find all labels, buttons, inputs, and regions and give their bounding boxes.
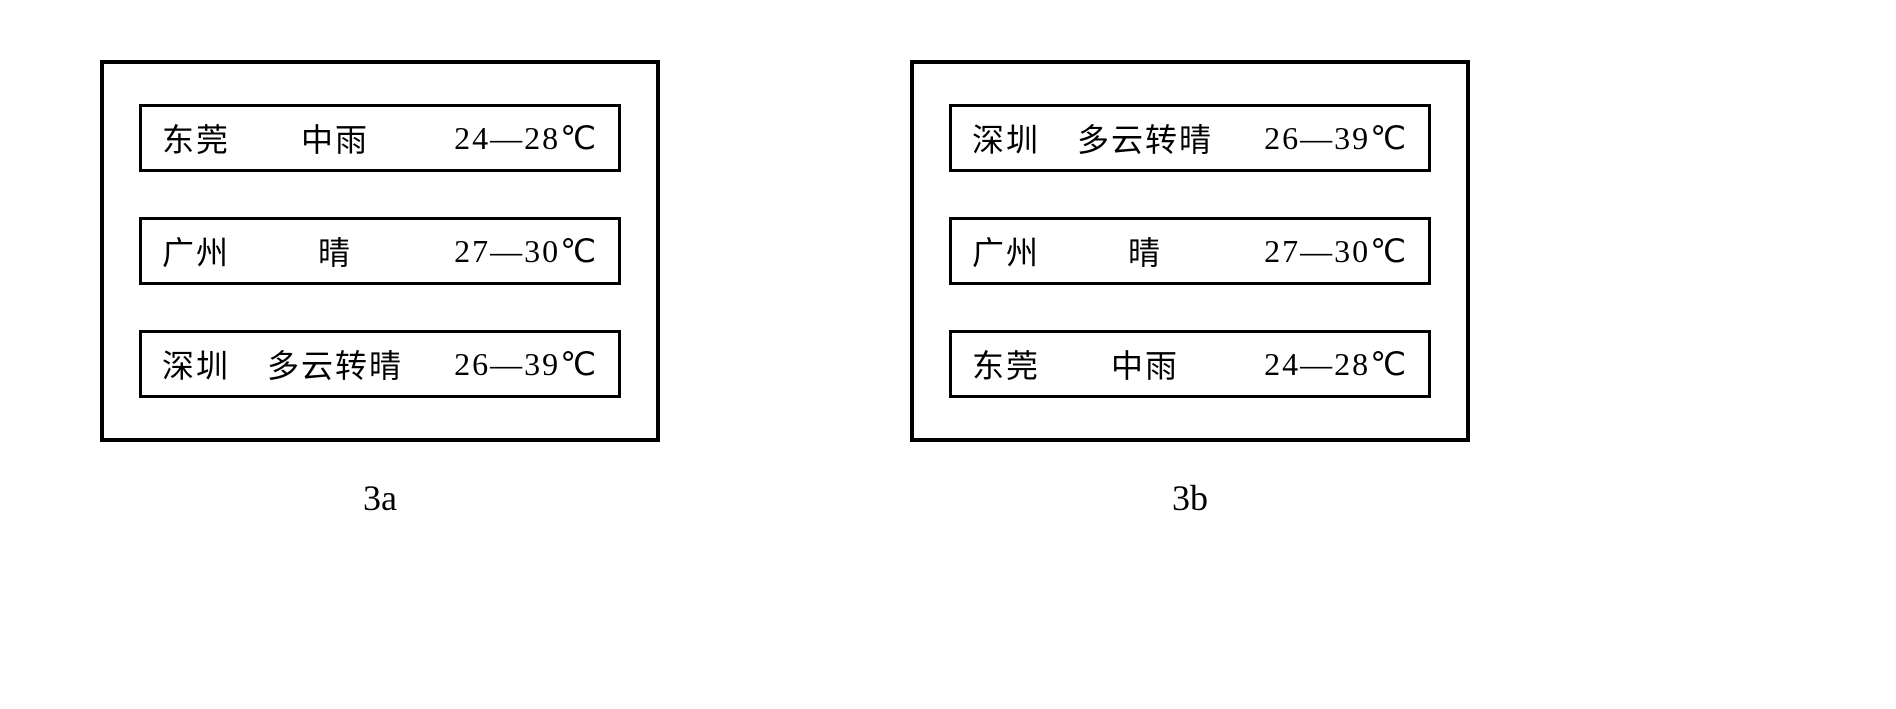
weather-cell: 晴 bbox=[242, 228, 428, 274]
panel-caption: 3b bbox=[1172, 477, 1208, 519]
weather-cell: 中雨 bbox=[242, 115, 428, 161]
panel-group-3a: 东莞 中雨 24—28℃ 广州 晴 27—30℃ 深圳 多云转晴 26—39℃ … bbox=[100, 60, 660, 519]
temp-cell: 27—30℃ bbox=[428, 232, 598, 270]
city-cell: 深圳 bbox=[972, 115, 1052, 161]
table-row: 广州 晴 27—30℃ bbox=[949, 217, 1431, 285]
city-cell: 广州 bbox=[972, 228, 1052, 274]
weather-cell: 多云转晴 bbox=[242, 341, 428, 387]
city-cell: 东莞 bbox=[972, 341, 1052, 387]
panel-group-3b: 深圳 多云转晴 26—39℃ 广州 晴 27—30℃ 东莞 中雨 24—28℃ … bbox=[910, 60, 1470, 519]
temp-cell: 26—39℃ bbox=[1238, 119, 1408, 157]
weather-cell: 中雨 bbox=[1052, 341, 1238, 387]
temp-cell: 24—28℃ bbox=[1238, 345, 1408, 383]
table-row: 广州 晴 27—30℃ bbox=[139, 217, 621, 285]
temp-cell: 24—28℃ bbox=[428, 119, 598, 157]
city-cell: 广州 bbox=[162, 228, 242, 274]
panel-3a: 东莞 中雨 24—28℃ 广州 晴 27—30℃ 深圳 多云转晴 26—39℃ bbox=[100, 60, 660, 442]
panels-container: 东莞 中雨 24—28℃ 广州 晴 27—30℃ 深圳 多云转晴 26—39℃ … bbox=[0, 0, 1896, 579]
table-row: 深圳 多云转晴 26—39℃ bbox=[949, 104, 1431, 172]
temp-cell: 26—39℃ bbox=[428, 345, 598, 383]
table-row: 东莞 中雨 24—28℃ bbox=[139, 104, 621, 172]
city-cell: 深圳 bbox=[162, 341, 242, 387]
table-row: 深圳 多云转晴 26—39℃ bbox=[139, 330, 621, 398]
weather-cell: 多云转晴 bbox=[1052, 115, 1238, 161]
city-cell: 东莞 bbox=[162, 115, 242, 161]
weather-cell: 晴 bbox=[1052, 228, 1238, 274]
panel-caption: 3a bbox=[363, 477, 397, 519]
panel-3b: 深圳 多云转晴 26—39℃ 广州 晴 27—30℃ 东莞 中雨 24—28℃ bbox=[910, 60, 1470, 442]
table-row: 东莞 中雨 24—28℃ bbox=[949, 330, 1431, 398]
temp-cell: 27—30℃ bbox=[1238, 232, 1408, 270]
